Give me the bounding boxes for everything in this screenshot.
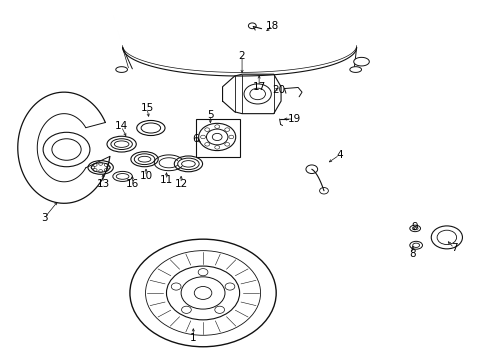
Text: 7: 7: [450, 243, 457, 253]
Text: 10: 10: [139, 171, 152, 181]
Text: 17: 17: [252, 82, 265, 92]
Text: 11: 11: [160, 175, 173, 185]
Text: 6: 6: [192, 134, 199, 144]
Text: 1: 1: [190, 333, 196, 343]
Text: 3: 3: [41, 213, 48, 222]
Text: 15: 15: [140, 103, 153, 113]
Text: 4: 4: [336, 150, 342, 160]
Bar: [195, 119, 239, 157]
Text: 5: 5: [206, 111, 213, 121]
Text: 13: 13: [96, 179, 109, 189]
Polygon shape: [116, 67, 127, 72]
Text: 2: 2: [238, 51, 245, 61]
Text: 14: 14: [114, 121, 127, 131]
Text: 8: 8: [408, 248, 415, 258]
Text: 18: 18: [265, 21, 279, 31]
Text: 16: 16: [125, 179, 139, 189]
Text: 9: 9: [410, 222, 417, 231]
Polygon shape: [353, 57, 368, 66]
Text: 20: 20: [271, 85, 285, 95]
Text: 19: 19: [287, 114, 300, 124]
Text: 12: 12: [174, 179, 187, 189]
Polygon shape: [349, 67, 361, 72]
